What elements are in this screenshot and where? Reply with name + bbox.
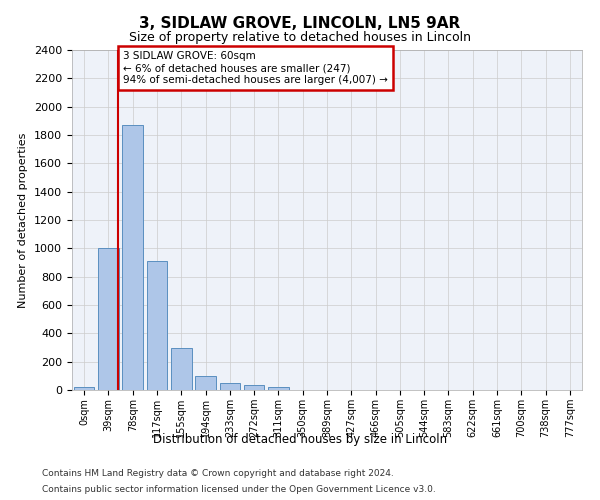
Bar xyxy=(74,387,94,390)
Bar xyxy=(98,248,119,390)
Text: Contains HM Land Registry data © Crown copyright and database right 2024.: Contains HM Land Registry data © Crown c… xyxy=(42,469,394,478)
Text: Distribution of detached houses by size in Lincoln: Distribution of detached houses by size … xyxy=(153,432,447,446)
Bar xyxy=(220,383,240,390)
Text: 3, SIDLAW GROVE, LINCOLN, LN5 9AR: 3, SIDLAW GROVE, LINCOLN, LN5 9AR xyxy=(139,16,461,31)
Bar xyxy=(122,125,143,390)
Bar xyxy=(268,387,289,390)
Bar xyxy=(171,348,191,390)
Y-axis label: Number of detached properties: Number of detached properties xyxy=(19,132,28,308)
Text: Size of property relative to detached houses in Lincoln: Size of property relative to detached ho… xyxy=(129,31,471,44)
Bar xyxy=(244,385,265,390)
Bar xyxy=(146,261,167,390)
Text: 3 SIDLAW GROVE: 60sqm
← 6% of detached houses are smaller (247)
94% of semi-deta: 3 SIDLAW GROVE: 60sqm ← 6% of detached h… xyxy=(123,52,388,84)
Bar xyxy=(195,376,216,390)
Text: Contains public sector information licensed under the Open Government Licence v3: Contains public sector information licen… xyxy=(42,485,436,494)
